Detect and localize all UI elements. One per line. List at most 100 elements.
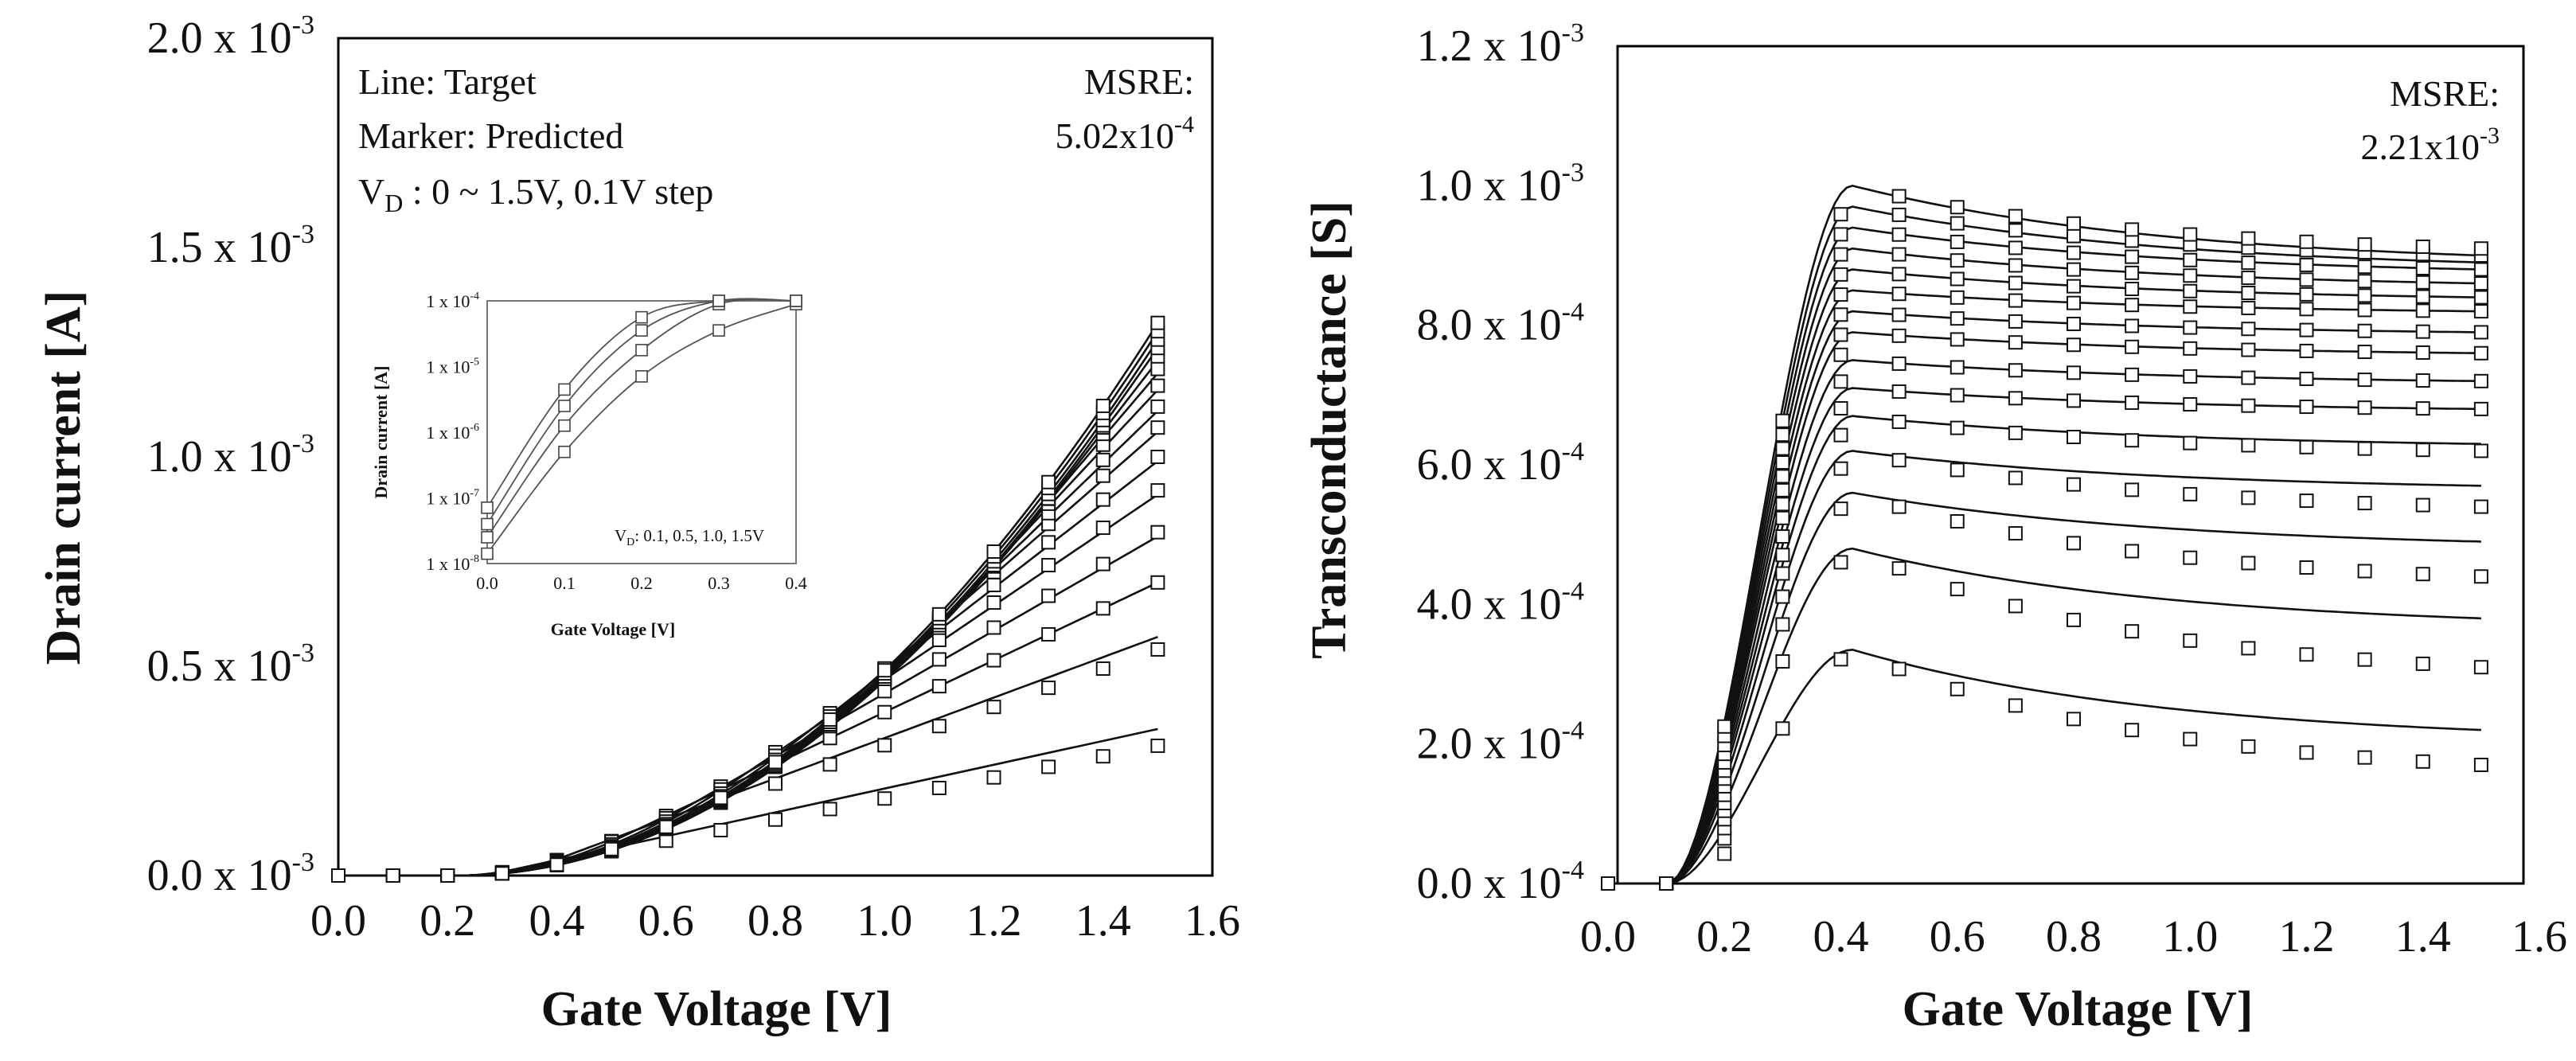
left-x-tick-label: 1.6 <box>1185 896 1240 946</box>
inset-y-tick-label: 1 x 10-4 <box>426 291 479 311</box>
predicted-marker <box>2357 373 2372 388</box>
predicted-marker <box>2067 279 2081 294</box>
predicted-marker <box>2299 302 2314 317</box>
target-line <box>1608 310 2481 885</box>
predicted-marker <box>2241 300 2256 315</box>
predicted-marker <box>2241 739 2256 754</box>
predicted-marker <box>2008 209 2023 224</box>
predicted-marker <box>2357 496 2372 511</box>
inset-plot-frame <box>486 300 797 564</box>
predicted-marker <box>2008 275 2023 291</box>
predicted-marker <box>1095 452 1110 467</box>
predicted-marker <box>2415 443 2430 458</box>
predicted-marker <box>1891 453 1907 468</box>
predicted-marker <box>986 700 1001 715</box>
predicted-marker <box>1659 876 1674 891</box>
predicted-marker <box>2241 556 2256 571</box>
predicted-marker <box>2415 345 2430 360</box>
predicted-marker <box>1150 642 1165 657</box>
predicted-marker <box>1950 290 1965 305</box>
left-msre-value: 5.02x10-4 <box>1056 111 1195 156</box>
predicted-marker <box>1095 749 1110 764</box>
predicted-marker <box>877 738 892 753</box>
predicted-marker <box>2415 261 2430 276</box>
predicted-marker <box>2415 656 2430 671</box>
target-line <box>338 727 1158 877</box>
target-line <box>1608 247 2481 885</box>
predicted-marker <box>658 819 673 834</box>
predicted-marker <box>2473 290 2488 305</box>
predicted-marker <box>1833 461 1848 476</box>
inset-x-tick-label: 0.2 <box>630 573 653 593</box>
predicted-marker <box>2241 490 2256 505</box>
predicted-marker <box>1775 617 1790 632</box>
predicted-marker <box>1775 441 1790 456</box>
predicted-marker <box>2183 341 2198 356</box>
predicted-marker <box>2008 599 2023 614</box>
predicted-marker <box>2415 373 2430 388</box>
predicted-marker <box>2473 345 2488 361</box>
right-y-tick-label: 2.0 x 10-4 <box>1417 716 1584 769</box>
target-line <box>1608 491 2481 885</box>
predicted-marker <box>1775 529 1790 544</box>
predicted-marker <box>2299 287 2314 302</box>
predicted-marker <box>2357 400 2372 415</box>
inset-log-chart: 1 x 10-8 1 x 10-7 1 x 10-6 1 x 10-5 1 x 10-4… <box>371 291 807 639</box>
predicted-marker <box>2183 435 2198 451</box>
predicted-marker <box>2008 240 2023 255</box>
predicted-marker <box>2125 298 2140 313</box>
predicted-marker <box>713 822 728 837</box>
predicted-marker <box>2241 370 2256 385</box>
predicted-marker <box>1950 311 1965 326</box>
right-y-tick-labels: 0.0 x 10-4 2.0 x 10-4 4.0 x 10-4 6.0 x 10-4… <box>1417 18 1584 908</box>
predicted-marker <box>2357 288 2372 303</box>
left-x-tick-label: 0.6 <box>638 896 694 946</box>
right-x-tick-label: 0.6 <box>1930 912 1985 962</box>
predicted-marker <box>931 780 946 795</box>
predicted-marker <box>2241 231 2256 246</box>
predicted-marker <box>1950 582 1965 597</box>
predicted-marker <box>768 755 783 770</box>
predicted-marker <box>1775 510 1790 525</box>
predicted-marker <box>2008 314 2023 329</box>
predicted-marker <box>1775 721 1790 736</box>
target-line <box>1608 226 2481 885</box>
predicted-marker <box>1717 846 1732 861</box>
predicted-marker <box>1950 332 1965 347</box>
left-target-lines <box>338 322 1159 877</box>
predicted-marker <box>2067 477 2081 492</box>
predicted-marker <box>1891 661 1907 677</box>
predicted-marker <box>1775 427 1790 443</box>
left-y-tick-labels: 0.0 x 10-3 0.5 x 10-3 1.0 x 10-3 1.5 x 10-3… <box>147 10 314 900</box>
predicted-marker <box>1095 492 1110 507</box>
inset-predicted-marker <box>558 445 571 458</box>
annotation-marker-predicted: Marker: Predicted <box>358 115 623 156</box>
left-plot-frame <box>337 37 1214 877</box>
predicted-marker <box>1950 462 1965 478</box>
predicted-marker <box>2241 641 2256 656</box>
predicted-marker <box>2357 441 2372 456</box>
predicted-marker <box>2415 567 2430 582</box>
predicted-marker <box>2415 401 2430 416</box>
predicted-marker <box>713 790 728 806</box>
left-y-tick-label: 0.0 x 10-3 <box>147 848 314 900</box>
right-x-tick-label: 0.2 <box>1696 912 1752 962</box>
predicted-marker <box>2125 339 2140 354</box>
predicted-marker <box>1095 521 1110 536</box>
predicted-marker <box>1150 525 1165 540</box>
left-x-tick-label: 0.2 <box>420 896 475 946</box>
predicted-marker <box>2299 343 2314 358</box>
left-x-tick-labels: 0.0 0.2 0.4 0.6 0.8 1.0 1.2 1.4 1.6 <box>310 896 1240 946</box>
predicted-marker <box>2415 303 2430 318</box>
predicted-marker <box>2125 367 2140 382</box>
left-x-axis-title: Gate Voltage [V] <box>541 982 892 1036</box>
left-y-tick-label: 1.0 x 10-3 <box>147 429 314 482</box>
inset-y-tick-label: 1 x 10-7 <box>426 488 479 509</box>
predicted-marker <box>1775 653 1790 669</box>
predicted-marker <box>2473 757 2488 772</box>
predicted-marker <box>1095 661 1110 677</box>
predicted-marker <box>2125 318 2140 334</box>
inset-predicted-marker <box>635 344 648 357</box>
right-y-tick-label: 1.2 x 10-3 <box>1417 18 1584 71</box>
